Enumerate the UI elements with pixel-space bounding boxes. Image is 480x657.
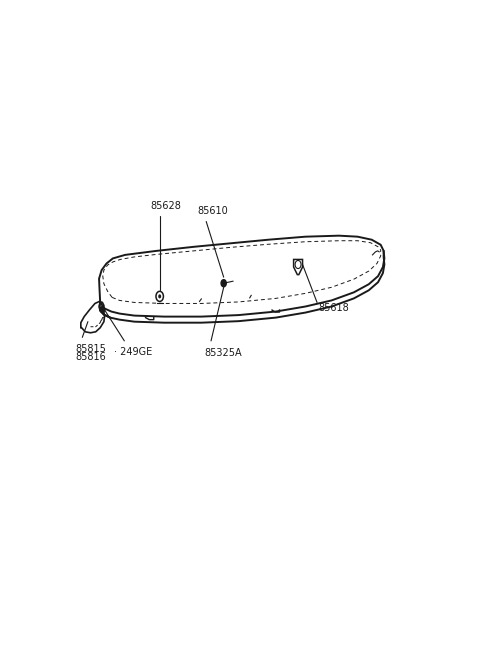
Circle shape <box>158 294 161 298</box>
Text: 85628: 85628 <box>150 202 181 212</box>
Circle shape <box>100 306 105 313</box>
Circle shape <box>221 280 226 286</box>
Text: 85618: 85618 <box>319 302 349 313</box>
Text: 85816: 85816 <box>75 352 106 362</box>
Text: 85325A: 85325A <box>204 348 242 358</box>
Text: 85815: 85815 <box>75 344 106 354</box>
Text: · 249GE: · 249GE <box>114 347 152 357</box>
Text: 85610: 85610 <box>197 206 228 216</box>
